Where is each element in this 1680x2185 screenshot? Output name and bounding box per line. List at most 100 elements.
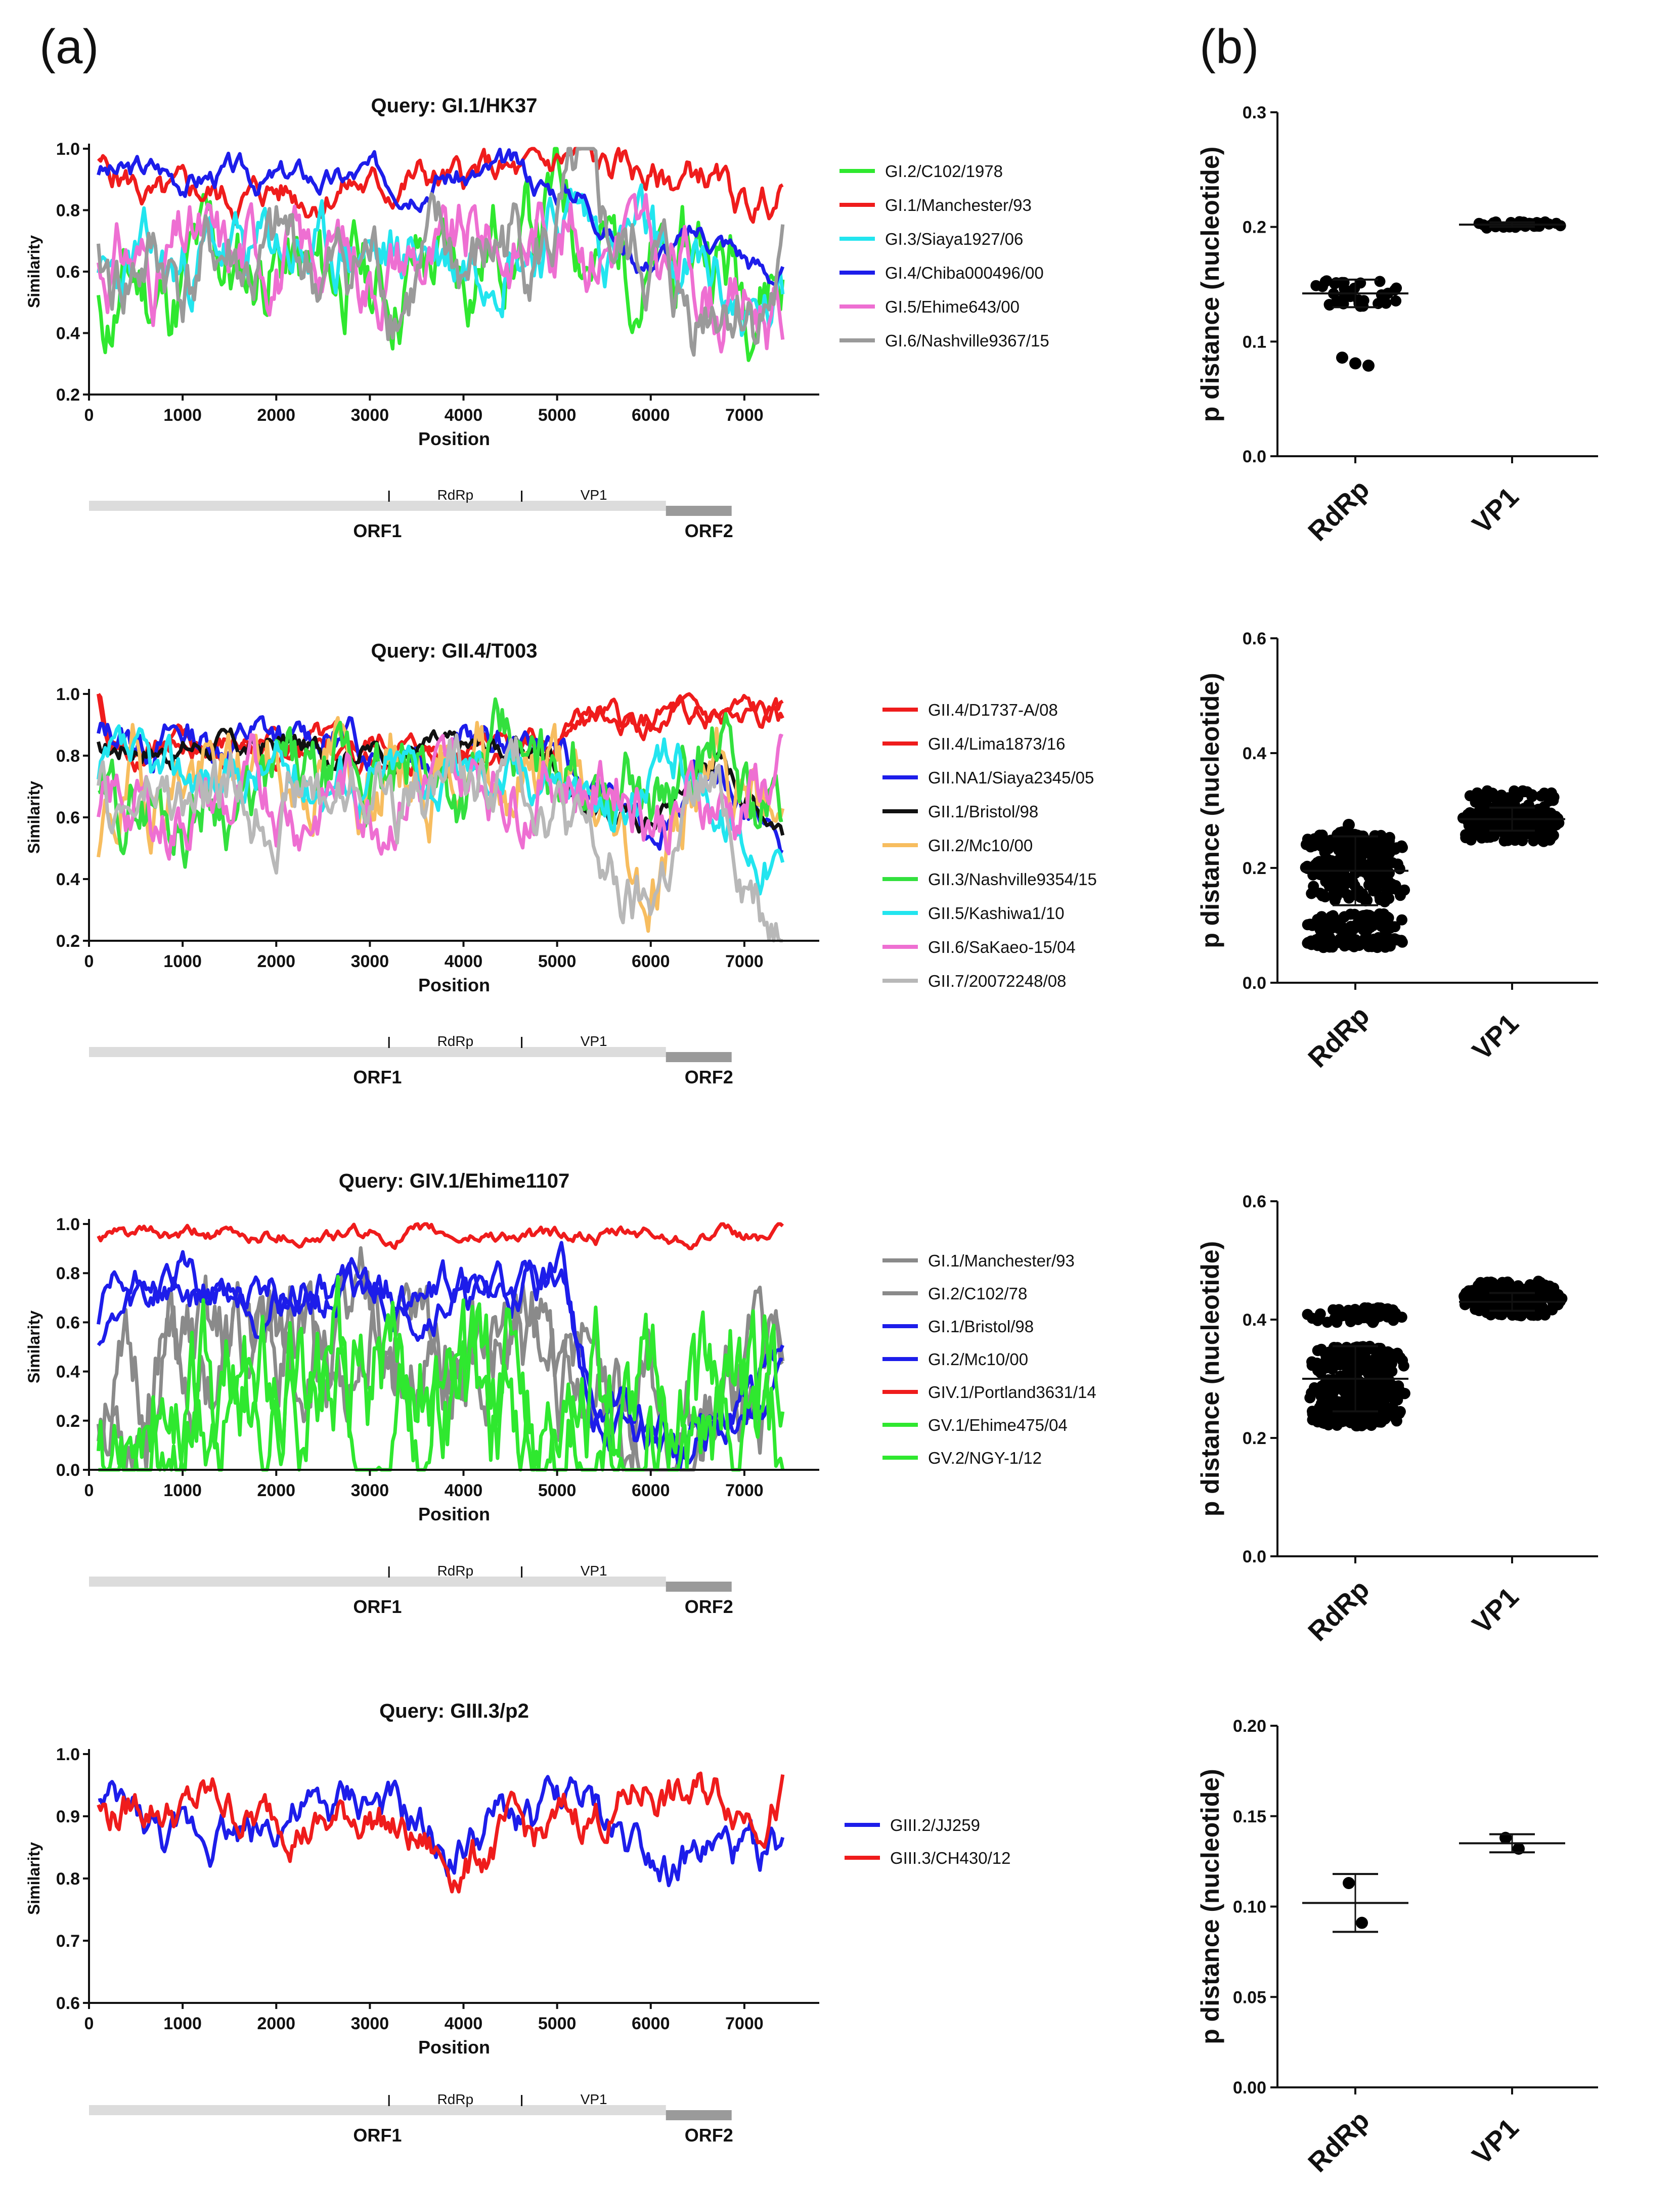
y-tick-label: 0.4	[56, 1363, 80, 1382]
series-line-9	[97, 733, 783, 943]
legend-label-1: GI.2/C102/1978	[885, 162, 1003, 181]
x-tick-label: 0	[84, 406, 94, 425]
data-point	[1313, 932, 1325, 944]
x-tick-label: 1000	[163, 2014, 202, 2033]
data-point	[1383, 893, 1395, 904]
vp1-label: VP1	[581, 1563, 607, 1579]
y-axis-label: Similarity	[25, 1310, 43, 1383]
legend-label-4: GII.1/Bristol/98	[928, 802, 1038, 821]
data-point	[1318, 1410, 1330, 1421]
series-line-8	[97, 733, 784, 861]
legend-label-6: GI.6/Nashville9367/15	[885, 331, 1049, 350]
data-point	[1388, 1315, 1399, 1326]
x-tick-label: 1000	[163, 406, 202, 425]
y-tick-label: 0.6	[1243, 1192, 1266, 1211]
data-point	[1344, 1398, 1355, 1410]
x-tick-label: 6000	[632, 2014, 670, 2033]
data-point	[1320, 1362, 1332, 1374]
data-point	[1306, 1356, 1317, 1368]
chart-title: Query: GI.1/HK37	[371, 95, 537, 117]
data-point	[1508, 1295, 1520, 1306]
group-rdrp	[1302, 275, 1408, 372]
data-point	[1354, 1306, 1366, 1318]
category-label-vp1: VP1	[1467, 1582, 1525, 1640]
x-tick-label: 3000	[351, 1481, 389, 1500]
legend-label-3: GII.NA1/Siaya2345/05	[928, 768, 1094, 787]
y-tick-label: 0.4	[1243, 744, 1266, 763]
category-label-vp1: VP1	[1467, 482, 1525, 540]
y-tick-label: 0.6	[1243, 629, 1266, 648]
data-point	[1302, 919, 1313, 931]
legend-label-1: GII.4/D1737-A/08	[928, 701, 1058, 719]
x-tick-label: 4000	[445, 406, 483, 425]
data-point	[1338, 1382, 1349, 1394]
x-axis-label: Position	[418, 975, 490, 995]
data-point	[1355, 892, 1366, 903]
data-point	[1395, 890, 1406, 901]
data-point	[1356, 936, 1368, 949]
data-point	[1345, 908, 1356, 920]
data-point	[1371, 841, 1383, 853]
x-tick-label: 7000	[725, 952, 764, 971]
data-point	[1374, 276, 1386, 287]
x-tick-label: 2000	[257, 952, 295, 971]
orf1-bar	[89, 2105, 666, 2115]
data-point	[1310, 859, 1321, 870]
data-point	[1357, 1396, 1369, 1408]
data-point	[1539, 216, 1551, 228]
legend-label-5: GII.2/Mc10/00	[928, 836, 1033, 855]
x-tick-label: 3000	[351, 2014, 389, 2033]
data-point	[1397, 842, 1408, 853]
x-tick-label: 6000	[632, 406, 670, 425]
data-point	[1385, 884, 1396, 895]
x-tick-label: 3000	[351, 952, 389, 971]
data-point	[1498, 1294, 1510, 1306]
orf2-bar	[666, 506, 732, 516]
legend-label-9: GII.7/20072248/08	[928, 972, 1066, 990]
data-point	[1367, 1317, 1379, 1328]
series-line-6	[97, 147, 785, 357]
data-point	[1347, 832, 1359, 844]
orf1-label: ORF1	[353, 1596, 402, 1617]
x-tick-label: 4000	[445, 1481, 483, 1500]
similarity-plot-1: Query: GI.1/HK37 0.2 0.4 0.6 0.8 1.0 0 1000 2000…	[25, 95, 1049, 541]
legend-label-5: GI.5/Ehime643/00	[885, 297, 1020, 316]
group-vp1	[1459, 216, 1566, 234]
series-line-6	[98, 697, 783, 869]
data-point	[1328, 1342, 1340, 1353]
data-point	[1312, 1315, 1323, 1326]
data-point	[1375, 871, 1387, 883]
y-tick-label: 1.0	[56, 140, 80, 159]
x-tick-label: 0	[84, 2014, 94, 2033]
similarity-plot-2: Query: GII.4/T003 0.2 0.4 0.6 0.8 1.0 0 1000 200…	[25, 640, 1097, 1087]
y-tick-label: 0.2	[56, 1412, 80, 1431]
data-point	[1320, 1380, 1332, 1392]
category-label-vp1: VP1	[1467, 2113, 1525, 2171]
y-axis-label: p distance (nucleotide)	[1196, 673, 1224, 948]
data-point	[1369, 1393, 1381, 1405]
vp1-label: VP1	[581, 487, 607, 503]
x-tick-label: 0	[84, 952, 94, 971]
y-tick-label: 0.0	[1243, 974, 1266, 993]
x-tick-label: 5000	[538, 952, 577, 971]
y-tick-label: 0.6	[56, 263, 80, 282]
y-tick-label: 0.8	[56, 1264, 80, 1283]
data-point	[1324, 299, 1335, 311]
x-tick-label: 2000	[257, 1481, 295, 1500]
data-point	[1312, 913, 1323, 925]
data-point	[1317, 1399, 1329, 1410]
data-point	[1356, 1916, 1368, 1929]
y-tick-label: 0.1	[1243, 332, 1266, 352]
y-tick-label: 0.4	[56, 870, 80, 889]
data-point	[1384, 848, 1395, 859]
pdistance-plot-1: 0.0 0.1 0.2 0.3 p distance (nucleotide) RdRp V…	[1196, 103, 1598, 547]
orf1-label: ORF1	[353, 520, 402, 541]
category-label-rdrp: RdRp	[1302, 1574, 1375, 1647]
orf1-bar	[89, 1577, 666, 1587]
data-point	[1551, 217, 1562, 229]
y-tick-label: 0.0	[1243, 1547, 1266, 1566]
x-axis-label: Position	[418, 2037, 490, 2058]
data-point	[1343, 818, 1355, 831]
data-point	[1373, 1342, 1384, 1354]
